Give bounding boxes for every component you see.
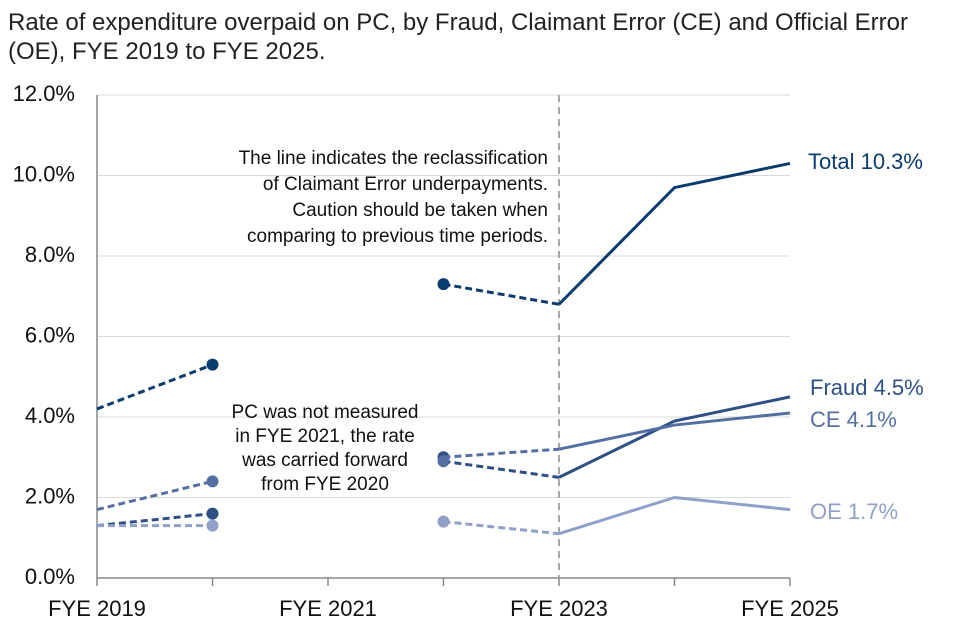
- fraud-dashed-line: [443, 459, 560, 479]
- oe-end-label: OE 1.7%: [810, 499, 898, 524]
- reclassification-note-line: comparing to previous time periods.: [247, 226, 548, 247]
- ce-marker: [437, 455, 450, 468]
- fraud-dashed-line: [96, 512, 213, 528]
- fraud-end-label: Fraud 4.5%: [810, 375, 924, 400]
- total-marker: [437, 278, 450, 291]
- chart-title: Rate of expenditure overpaid on PC, by F…: [8, 9, 908, 65]
- ce-end-label: CE 4.1%: [810, 407, 897, 432]
- ce-solid-line: [558, 411, 791, 451]
- reclassification-note-line: Caution should be taken when: [292, 200, 548, 221]
- total-marker: [206, 358, 219, 371]
- x-tick-label: FYE 2019: [48, 596, 146, 621]
- total-solid-line: [557, 161, 791, 306]
- y-tick-label: 6.0%: [25, 322, 75, 347]
- oe-marker: [206, 519, 219, 532]
- oe-dashed-line: [443, 520, 560, 536]
- not-measured-note-line: was carried forward: [241, 450, 408, 471]
- reclassification-note-line: The line indicates the reclassification: [239, 148, 548, 169]
- x-tick-label: FYE 2023: [510, 596, 608, 621]
- y-tick-label: 4.0%: [25, 403, 75, 428]
- total-dashed-line: [443, 282, 560, 306]
- y-tick-label: 10.0%: [13, 161, 75, 186]
- not-measured-note-line: in FYE 2021, the rate: [235, 426, 415, 447]
- total-dashed-line: [96, 363, 214, 411]
- y-tick-label: 2.0%: [25, 483, 75, 508]
- fraud-marker: [206, 507, 219, 520]
- oe-solid-line: [558, 495, 791, 536]
- not-measured-note-line: from FYE 2020: [261, 474, 389, 495]
- not-measured-note-line: PC was not measured: [232, 402, 419, 423]
- x-tick-label: FYE 2025: [741, 596, 839, 621]
- ce-dashed-line: [443, 447, 560, 459]
- oe-marker: [437, 515, 450, 528]
- reclassification-note-line: of Claimant Error underpayments.: [263, 174, 548, 195]
- y-tick-label: 0.0%: [25, 564, 75, 589]
- total-end-label: Total 10.3%: [808, 149, 923, 174]
- y-tick-label: 12.0%: [13, 81, 75, 106]
- x-tick-label: FYE 2021: [279, 596, 377, 621]
- ce-dashed-line: [96, 479, 213, 512]
- y-tick-label: 8.0%: [25, 242, 75, 267]
- fraud-solid-line: [558, 395, 791, 479]
- ce-marker: [206, 475, 219, 488]
